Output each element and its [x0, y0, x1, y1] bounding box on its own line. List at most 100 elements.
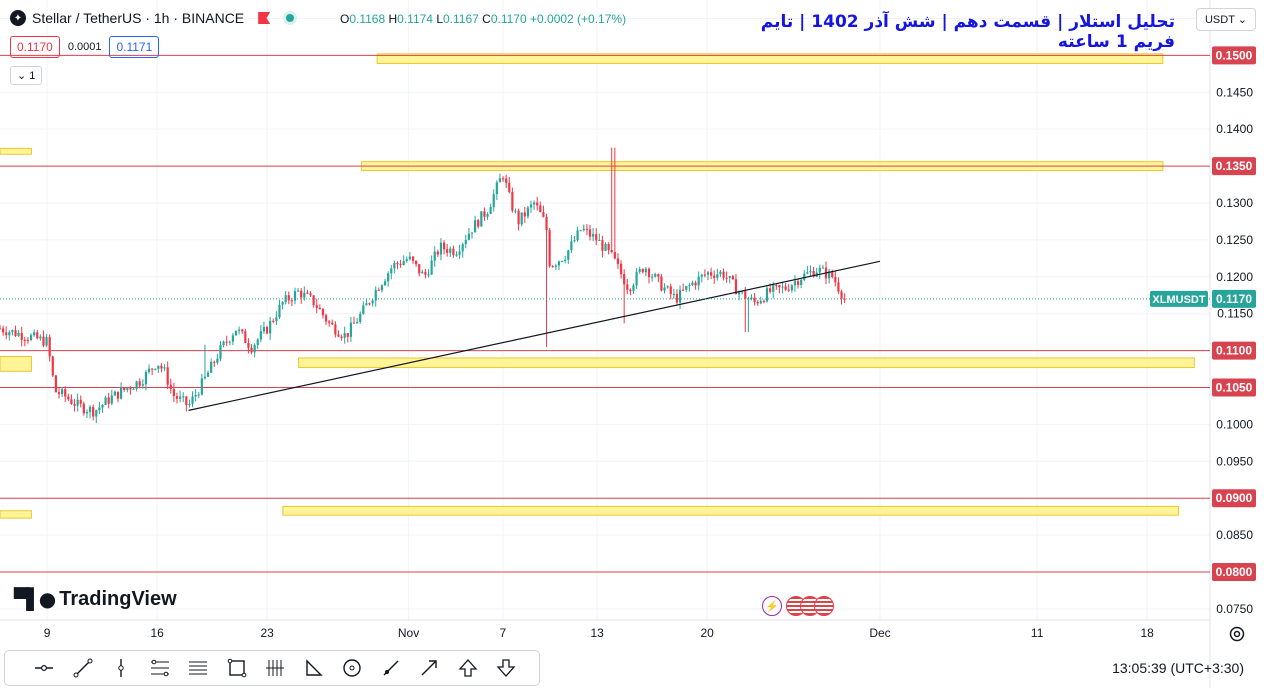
time-tick-label: Nov — [398, 626, 419, 640]
candle-body — [542, 212, 545, 217]
candle-body — [262, 326, 266, 332]
price-tick-label: 0.1200 — [1216, 270, 1253, 284]
candle-body — [247, 342, 250, 348]
candle-body — [585, 228, 589, 230]
tradingview-logo[interactable]: ▀▌● TradingView — [14, 587, 177, 611]
fib-channel-tool[interactable] — [179, 653, 218, 683]
candle-body — [20, 332, 23, 340]
candle-body — [172, 389, 175, 397]
candle-body — [318, 307, 321, 310]
us-flag-icon[interactable] — [814, 596, 834, 616]
candle-body — [654, 274, 657, 277]
candle-body — [545, 216, 548, 231]
candle-body — [396, 262, 399, 264]
candle-body — [281, 302, 284, 305]
currency-selector[interactable]: USDT ⌄ — [1195, 8, 1256, 31]
candle-body — [29, 335, 33, 340]
candle-body — [427, 274, 430, 276]
candle-body — [601, 240, 604, 251]
level-price-label: 0.0900 — [1216, 491, 1253, 505]
candle-body — [2, 328, 5, 333]
candle-body — [368, 303, 371, 305]
candle-body — [700, 274, 703, 277]
triangle-pattern-tool[interactable] — [295, 653, 334, 683]
lightning-icon[interactable]: ⚡ — [762, 596, 782, 616]
candle-body — [306, 292, 309, 294]
candle-body — [769, 288, 772, 292]
candle-body — [452, 248, 455, 256]
price-tick-label: 0.0850 — [1216, 528, 1253, 542]
arrow-up-icon — [458, 659, 478, 677]
price-tick-label: 0.1300 — [1216, 196, 1253, 210]
rectangle-tool[interactable] — [218, 653, 257, 683]
support-resistance-zone — [298, 357, 1195, 369]
arrow-line-tool[interactable] — [410, 653, 449, 683]
candle-body — [489, 206, 492, 214]
candle-body — [238, 329, 241, 331]
arrow-up-tool[interactable] — [449, 653, 488, 683]
ellipse-tool[interactable] — [333, 653, 372, 683]
symbol-header[interactable]: ✦ Stellar / TetherUS · 1h · BINANCE — [10, 10, 295, 26]
candle-body — [228, 341, 231, 343]
candle-body — [324, 315, 328, 322]
candle-body — [675, 294, 679, 303]
candle-body — [300, 290, 303, 298]
flag-icon[interactable] — [258, 12, 271, 24]
candle-body — [548, 230, 551, 267]
candle-body — [806, 272, 809, 274]
candle-body — [138, 381, 141, 386]
candle-body — [505, 178, 508, 183]
price-tick-label: 0.0750 — [1216, 602, 1253, 616]
candle-body — [818, 267, 821, 273]
tradingview-mark-icon: ▀▌● — [14, 587, 56, 611]
events-row[interactable]: ⚡ — [762, 596, 834, 616]
vertical-line-tool[interactable] — [102, 653, 141, 683]
indicators-toggle[interactable]: ⌄ 1 — [10, 66, 43, 85]
brush-tool[interactable] — [372, 653, 411, 683]
candle-body — [17, 332, 20, 336]
candle-body — [64, 389, 67, 397]
settings-gear-icon[interactable] — [1227, 624, 1247, 644]
candle-body — [334, 324, 337, 335]
candle-body — [250, 347, 253, 353]
arrow-down-tool[interactable] — [487, 653, 526, 683]
sell-button[interactable]: 0.1170 — [10, 36, 60, 58]
candle-body — [734, 279, 738, 295]
pitchfork-tool[interactable] — [256, 653, 295, 683]
session-clock[interactable]: 13:05:39 (UTC+3:30) — [1112, 660, 1244, 676]
candle-body — [616, 258, 620, 264]
parallel-channel-tool[interactable] — [141, 653, 180, 683]
fib-channel-icon — [189, 661, 208, 675]
candle-body — [293, 291, 297, 301]
candle-body — [744, 291, 747, 299]
candle-body — [455, 254, 458, 256]
candle-body — [501, 178, 505, 180]
candle-body — [660, 276, 663, 291]
candle-body — [495, 182, 498, 195]
candle-body — [610, 250, 613, 253]
time-tick-label: 7 — [500, 626, 507, 640]
candle-body — [272, 320, 275, 322]
candle-body — [592, 234, 595, 237]
candle-body — [54, 375, 57, 393]
symbol-title[interactable]: Stellar / TetherUS · 1h · BINANCE — [32, 10, 245, 26]
candle-body — [607, 244, 610, 251]
candle-body — [51, 356, 54, 376]
candle-body — [439, 242, 443, 255]
candle-body — [753, 297, 756, 302]
arrow-line-icon — [421, 660, 437, 676]
candle-body — [523, 212, 526, 217]
bid-ask-panel: 0.1170 0.0001 0.1171 — [10, 36, 160, 58]
trend-line-tool[interactable] — [64, 653, 103, 683]
candle-body — [362, 305, 365, 314]
candle-body — [551, 266, 554, 268]
buy-button[interactable]: 0.1171 — [109, 36, 160, 58]
candle-body — [45, 337, 48, 346]
candle-body — [141, 384, 144, 386]
horizontal-ray-tool[interactable] — [25, 653, 64, 683]
candle-body — [619, 263, 623, 275]
candle-body — [265, 326, 269, 334]
candle-body — [110, 395, 113, 404]
close-value: 0.1170 — [490, 12, 527, 26]
